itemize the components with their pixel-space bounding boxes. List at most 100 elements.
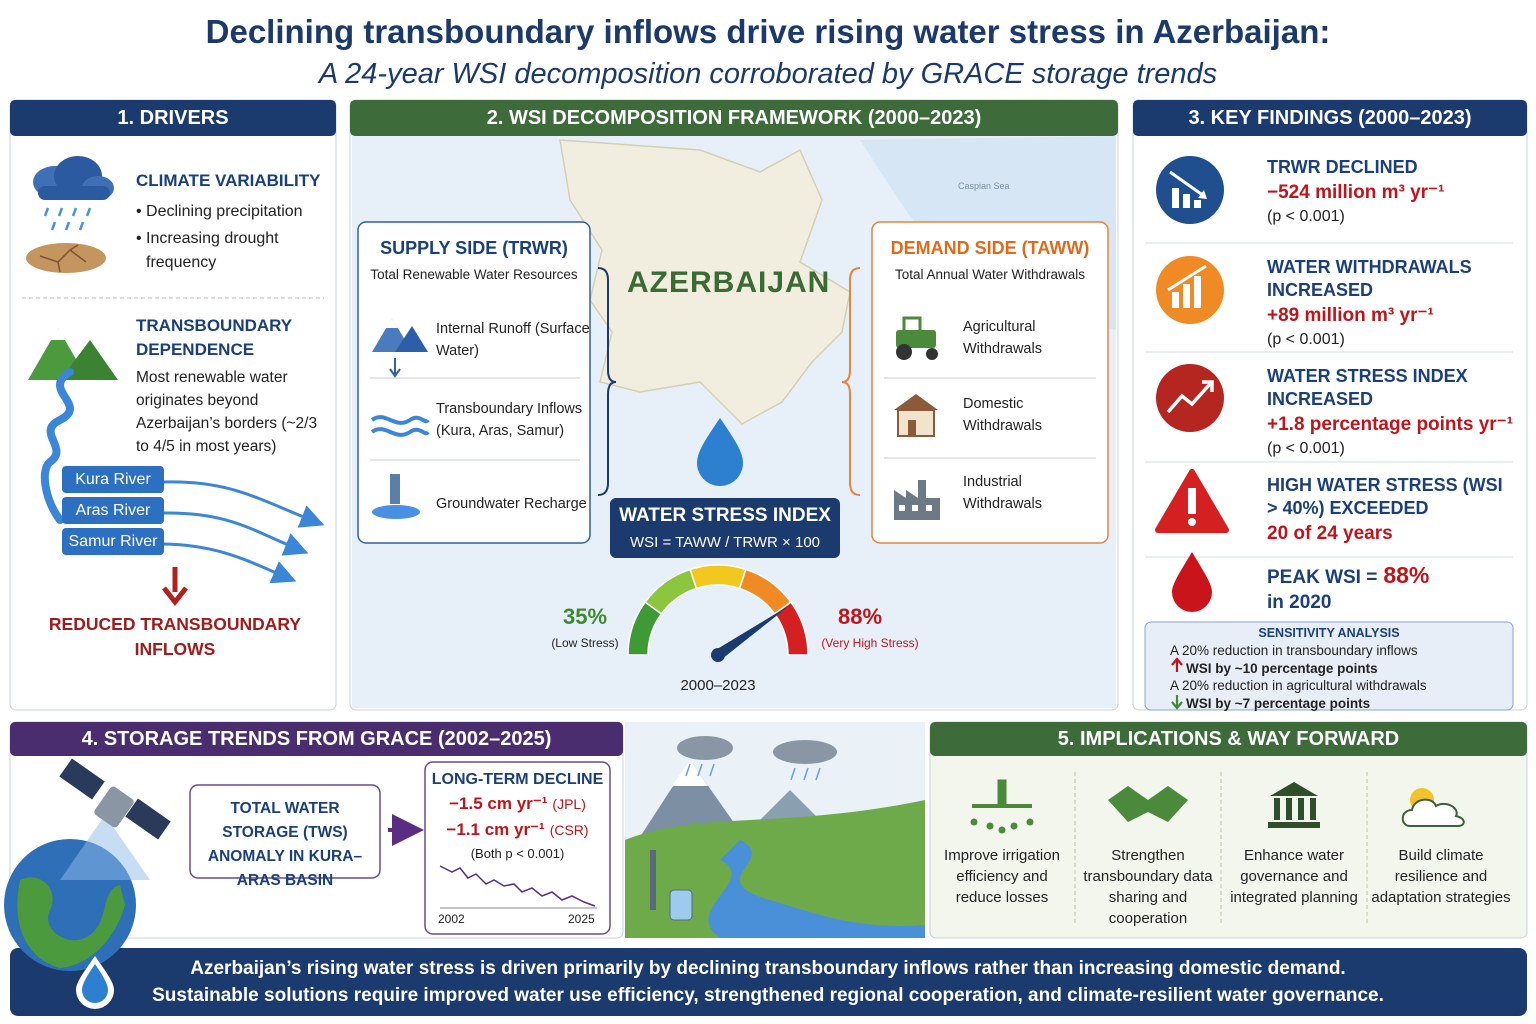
findings-icons-part-part	[1183, 284, 1190, 308]
implication: Strengthen transboundary data sharing an…	[1083, 847, 1213, 927]
implication-icons-part-part	[998, 826, 1006, 834]
trend-value: −1.1 cm yr⁻¹	[446, 820, 545, 839]
gauge-high-label: (Very High Stress)	[821, 636, 919, 650]
framework-boxes-part	[902, 316, 922, 334]
framework-boxes-part	[926, 348, 938, 360]
implication-icons-part-part	[1286, 798, 1292, 820]
finding: TRWR DECLINED −524 million m³ yr⁻¹ (p < 0.…	[1267, 156, 1517, 228]
storage-icons-part	[189, 784, 381, 879]
finding-note: in 2020	[1267, 592, 1332, 613]
landscape-part	[669, 889, 693, 921]
gauge-part	[714, 605, 790, 659]
panel-heading: 4. STORAGE TRENDS FROM GRACE (2002–2025)	[81, 728, 552, 750]
panels-part	[10, 722, 623, 756]
findings-icons-part	[1171, 657, 1183, 672]
drivers-icons	[26, 156, 118, 524]
drivers-icons-part	[43, 207, 92, 231]
river-label: Samur River	[68, 533, 158, 550]
sensitivity-line: A 20% reduction in transboundary inflows	[1170, 643, 1418, 658]
drivers-icons-part-part	[57, 207, 64, 217]
body-text: Most renewable water originates beyond A…	[136, 369, 318, 455]
framework-boxes-part	[390, 474, 400, 504]
panels-part	[930, 722, 1527, 756]
landscape-part	[677, 736, 733, 760]
finding-value: 20 of 24 years	[1267, 523, 1393, 544]
framework-boxes-part	[871, 221, 1109, 544]
findings-icons-part-part	[1194, 200, 1201, 208]
drivers-icons-part-part	[64, 221, 71, 231]
landscape-part	[708, 840, 925, 938]
implication-icons	[970, 772, 1465, 926]
sea-label: Caspian Sea	[958, 181, 1010, 191]
bullet: • Declining precipitation	[136, 203, 303, 220]
implication-icons-part	[1108, 786, 1188, 822]
gauge-low-label: (Low Stress)	[551, 636, 619, 650]
storage-icons-part	[125, 798, 171, 840]
index-formula: WSI = TAWW / TRWR × 100	[629, 534, 821, 551]
map-label: AZERBAIJAN	[627, 266, 831, 299]
drivers-icons-part-part	[78, 221, 85, 231]
drivers-icons-part-part	[71, 207, 78, 217]
finding-value: 88%	[1383, 562, 1430, 588]
sensitivity-title: SENSITIVITY ANALYSIS	[1258, 626, 1400, 640]
river-boxes-part	[62, 466, 164, 493]
implication-icons-part-part	[1026, 818, 1034, 826]
finding: WATER WITHDRAWALS INCREASED +89 million m…	[1267, 256, 1517, 351]
findings-icons	[1144, 156, 1514, 711]
box-item: Transboundary Inflows (Kura, Aras, Samur…	[436, 401, 583, 439]
drivers-icons-part-part	[85, 207, 92, 217]
decline-title: LONG-TERM DECLINE	[431, 771, 604, 788]
panel-heading: 3. KEY FINDINGS (2000–2023)	[1188, 107, 1472, 129]
findings-icons-part	[1198, 190, 1207, 199]
landscape-part	[773, 740, 837, 764]
finding-note: (p < 0.001)	[1267, 331, 1345, 348]
framework-boxes-part	[610, 498, 840, 558]
landscape-part-part	[815, 767, 821, 781]
finding: HIGH WATER STRESS (WSI > 40%) EXCEEDED 20…	[1267, 474, 1517, 547]
finding-note: (p < 0.001)	[1267, 208, 1345, 225]
storage-icons-part	[17, 877, 126, 968]
findings-icons-part-part	[1183, 194, 1190, 208]
trend: −1.5 cm yr⁻¹ (JPL)	[425, 793, 610, 815]
finding-value: +89 million m³ yr⁻¹	[1267, 305, 1434, 326]
finding-value: −524 million m³ yr⁻¹	[1267, 182, 1445, 203]
finding-title: PEAK WSI =	[1267, 567, 1378, 588]
storage-icons-part	[424, 761, 611, 935]
footer-drop-part	[82, 964, 108, 1003]
box-subtitle: Total Renewable Water Resources	[370, 267, 578, 282]
framework-boxes-part	[896, 330, 936, 348]
implication-icons-part-part	[1268, 822, 1320, 828]
trend: −1.1 cm yr⁻¹ (CSR)	[425, 819, 610, 841]
box-subtitle: Total Annual Water Withdrawals	[894, 267, 1086, 282]
framework-boxes-part	[370, 377, 1096, 461]
footer-drop	[76, 956, 114, 1009]
axis-end: 2025	[568, 912, 595, 926]
drivers-icons-part-part	[50, 221, 57, 231]
implication-icons-part-part	[1010, 822, 1018, 830]
box-item: Domestic Withdrawals	[963, 396, 1042, 434]
tws-label: TOTAL WATER STORAGE (TWS) ANOMALY IN KUR…	[207, 800, 363, 889]
section-title: CLIMATE VARIABILITY	[136, 171, 321, 190]
framework-boxes-part	[697, 418, 743, 486]
findings-icons-part	[1172, 188, 1201, 208]
landscape	[625, 722, 925, 938]
footer-line: Sustainable solutions require improved w…	[152, 985, 1384, 1006]
trend-source: (CSR)	[549, 822, 589, 838]
landscape-part	[650, 850, 656, 910]
landscape-part	[685, 763, 821, 781]
box-item: Industrial Withdrawals	[963, 474, 1042, 512]
findings-icons-part	[1144, 621, 1514, 711]
river-boxes-part	[62, 497, 164, 524]
framework-boxes-part	[372, 505, 420, 519]
finding-note: (p < 0.001)	[1267, 440, 1345, 457]
finding-title: HIGH WATER STRESS (WSI > 40%) EXCEEDED	[1267, 475, 1503, 518]
implication-icons-part	[1401, 798, 1465, 827]
storage-icons	[4, 758, 611, 971]
implication-icons-part-part	[1270, 782, 1318, 796]
landscape-part-part	[803, 767, 809, 781]
finding-title: WATER STRESS INDEX INCREASED	[1267, 366, 1468, 409]
sensitivity-line: WSI by ~7 percentage points	[1186, 695, 1371, 711]
implication-icons-part-part	[1298, 798, 1304, 820]
